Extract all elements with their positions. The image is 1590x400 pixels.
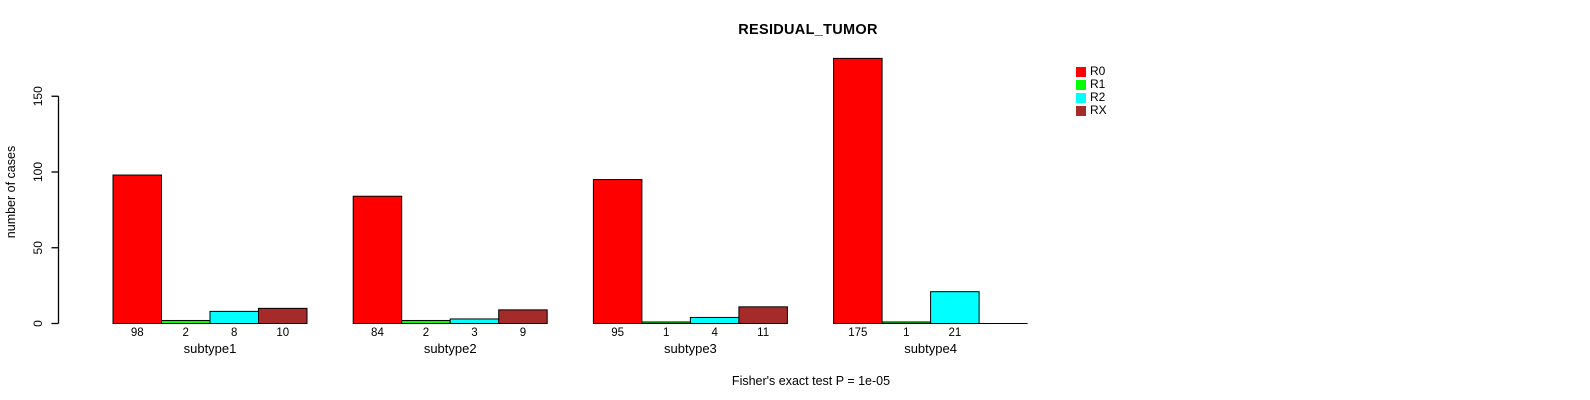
category-label-subtype2: subtype2: [424, 341, 477, 356]
legend-label: RX: [1090, 103, 1107, 117]
bar-value-label: 2: [183, 327, 189, 339]
bar-r2-subtype3: [689, 316, 740, 325]
legend: R0 R1 R2 RX: [1076, 65, 1107, 117]
legend-item-r2: R2: [1076, 91, 1107, 104]
bar-r2-subtype1: [209, 310, 259, 325]
bar-r1-subtype4: [881, 321, 932, 324]
bar-value-label: 9: [520, 327, 526, 339]
legend-label: R1: [1090, 77, 1106, 91]
fisher-test-annotation: Fisher's exact test P = 1e-05: [731, 374, 891, 388]
bar-value-label: 11: [757, 327, 769, 339]
bar-value-label: 95: [611, 327, 624, 339]
legend-label: R0: [1090, 64, 1106, 78]
chart-title: RESIDUAL_TUMOR: [738, 22, 878, 38]
category-label-subtype1: subtype1: [184, 341, 237, 356]
legend-swatch-r0: [1076, 66, 1086, 77]
bar-rx-subtype1: [258, 307, 308, 325]
bar-r1-subtype1: [161, 319, 211, 325]
legend-swatch-r2: [1076, 92, 1086, 103]
legend-swatch-r1: [1076, 79, 1086, 90]
bar-rx-subtype2: [498, 309, 548, 324]
bar-r1-subtype2: [401, 319, 451, 325]
legend-item-r0: R0: [1076, 65, 1107, 78]
bar-r0-subtype1: [112, 174, 162, 324]
bar-r0-subtype2: [352, 195, 403, 325]
bar-value-label: 2: [423, 327, 429, 339]
y-tick-label: 100: [31, 162, 45, 182]
bar-r0-subtype3: [592, 179, 643, 324]
bar-value-label: 21: [948, 327, 961, 339]
y-tick-label: 50: [31, 241, 45, 255]
bar-rx-subtype3: [738, 306, 788, 324]
y-tick-label: 0: [31, 320, 45, 327]
bar-value-label: 84: [371, 327, 384, 339]
bar-value-label: 4: [711, 327, 718, 339]
legend-item-r1: R1: [1076, 78, 1107, 91]
bar-r2-subtype4: [930, 291, 980, 324]
y-tick-label: 150: [31, 86, 45, 106]
bar-value-label: 10: [276, 327, 289, 339]
bar-r2-subtype2: [449, 318, 500, 324]
category-label-subtype3: subtype3: [664, 341, 717, 356]
legend-label: R2: [1090, 90, 1106, 104]
bar-value-label: 1: [663, 327, 669, 339]
bar-value-label: 175: [848, 327, 867, 339]
legend-swatch-rx: [1076, 105, 1086, 116]
bar-value-label: 1: [903, 327, 909, 339]
bar-r0-subtype4: [833, 57, 883, 324]
bar-value-label: 3: [471, 327, 477, 339]
category-label-subtype4: subtype4: [904, 341, 957, 356]
bar-value-label: 8: [231, 327, 237, 339]
bar-r1-subtype3: [641, 321, 691, 324]
legend-item-rx: RX: [1076, 104, 1107, 117]
bar-value-label: 98: [131, 327, 144, 339]
